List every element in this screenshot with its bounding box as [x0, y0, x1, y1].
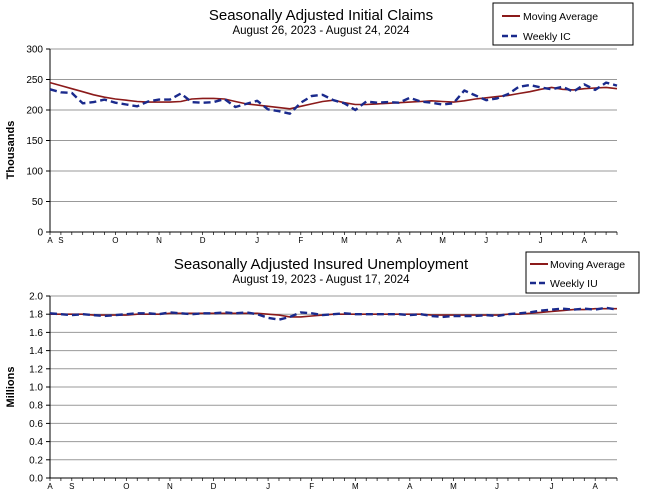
x-tick-label: A	[593, 482, 599, 491]
x-tick-label: A	[396, 236, 402, 245]
y-tick-label: 0.2	[29, 455, 43, 466]
x-tick-label: J	[266, 482, 270, 491]
chart2-subtitle: August 19, 2023 - August 17, 2024	[232, 274, 410, 286]
chart1-y-axis-label: Thousands	[5, 121, 17, 180]
x-tick-label: D	[211, 482, 217, 491]
chart2-legend-box	[525, 251, 640, 294]
chart1-subtitle: August 26, 2023 - August 24, 2024	[232, 25, 410, 37]
x-tick-label: M	[450, 482, 457, 491]
chart2-title: Seasonally Adjusted Insured Unemployment	[174, 256, 469, 273]
y-tick-label: 1.6	[29, 328, 43, 339]
initial-claims-chart: Seasonally Adjusted Initial Claims Augus…	[5, 2, 634, 245]
y-tick-label: 150	[26, 136, 43, 147]
chart1-legend-weekly-label: Weekly IC	[523, 31, 571, 43]
y-tick-label: 200	[26, 106, 43, 117]
y-tick-label: 1.0	[29, 383, 43, 394]
y-tick-label: 2.0	[29, 292, 43, 303]
chart2-grid	[49, 295, 617, 479]
y-tick-label: 0.8	[29, 401, 43, 412]
chart1-legend-box	[492, 2, 634, 46]
x-tick-label: J	[484, 236, 488, 245]
x-tick-label: M	[439, 236, 446, 245]
x-tick-label: O	[112, 236, 118, 245]
x-tick-label: M	[352, 482, 359, 491]
x-tick-label: A	[47, 482, 53, 491]
x-tick-label: D	[200, 236, 206, 245]
x-tick-label: F	[309, 482, 314, 491]
x-tick-label: J	[550, 482, 554, 491]
y-tick-label: 0	[37, 228, 43, 239]
y-tick-label: 0.0	[29, 474, 43, 485]
x-tick-label: J	[539, 236, 543, 245]
chart1-y-ticks: 0 50 100 150 200 250 300	[26, 45, 50, 239]
x-tick-label: N	[167, 482, 173, 491]
x-tick-label: J	[495, 482, 499, 491]
y-tick-label: 250	[26, 75, 43, 86]
chart1-legend: Moving Average Weekly IC	[492, 2, 634, 46]
x-tick-label: N	[156, 236, 162, 245]
y-tick-label: 50	[32, 197, 44, 208]
chart1-legend-ma-label: Moving Average	[523, 11, 598, 23]
x-tick-label: A	[407, 482, 413, 491]
x-tick-label: F	[298, 236, 303, 245]
chart2-series	[49, 306, 618, 321]
chart2-legend-ma-label: Moving Average	[550, 259, 625, 271]
y-tick-label: 1.8	[29, 310, 43, 321]
x-tick-label: A	[582, 236, 588, 245]
x-tick-label: S	[69, 482, 74, 491]
y-tick-label: 1.2	[29, 364, 43, 375]
chart2-y-axis-label: Millions	[5, 367, 17, 408]
x-tick-label: O	[123, 482, 129, 491]
x-tick-label: S	[58, 236, 63, 245]
x-tick-label: M	[341, 236, 348, 245]
chart1-series	[49, 81, 618, 115]
insured-unemployment-chart: Seasonally Adjusted Insured Unemployment…	[5, 251, 640, 491]
chart1-title: Seasonally Adjusted Initial Claims	[209, 7, 433, 24]
chart2-legend-weekly-label: Weekly IU	[550, 278, 598, 290]
x-tick-label: A	[47, 236, 53, 245]
weekly-series-line	[49, 306, 618, 321]
y-tick-label: 0.4	[29, 437, 43, 448]
weekly-series-line	[49, 81, 618, 115]
y-tick-label: 100	[26, 167, 43, 178]
chart2-y-ticks: 0.0 0.2 0.4 0.6 0.8 1.0 1.2 1.4 1.6 1.8 2.0	[29, 292, 50, 485]
x-tick-label: J	[255, 236, 259, 245]
chart1-grid	[49, 48, 617, 233]
chart2-legend: Moving Average Weekly IU	[525, 251, 640, 294]
y-tick-label: 1.4	[29, 346, 43, 357]
y-tick-label: 300	[26, 45, 43, 56]
y-tick-label: 0.6	[29, 419, 43, 430]
